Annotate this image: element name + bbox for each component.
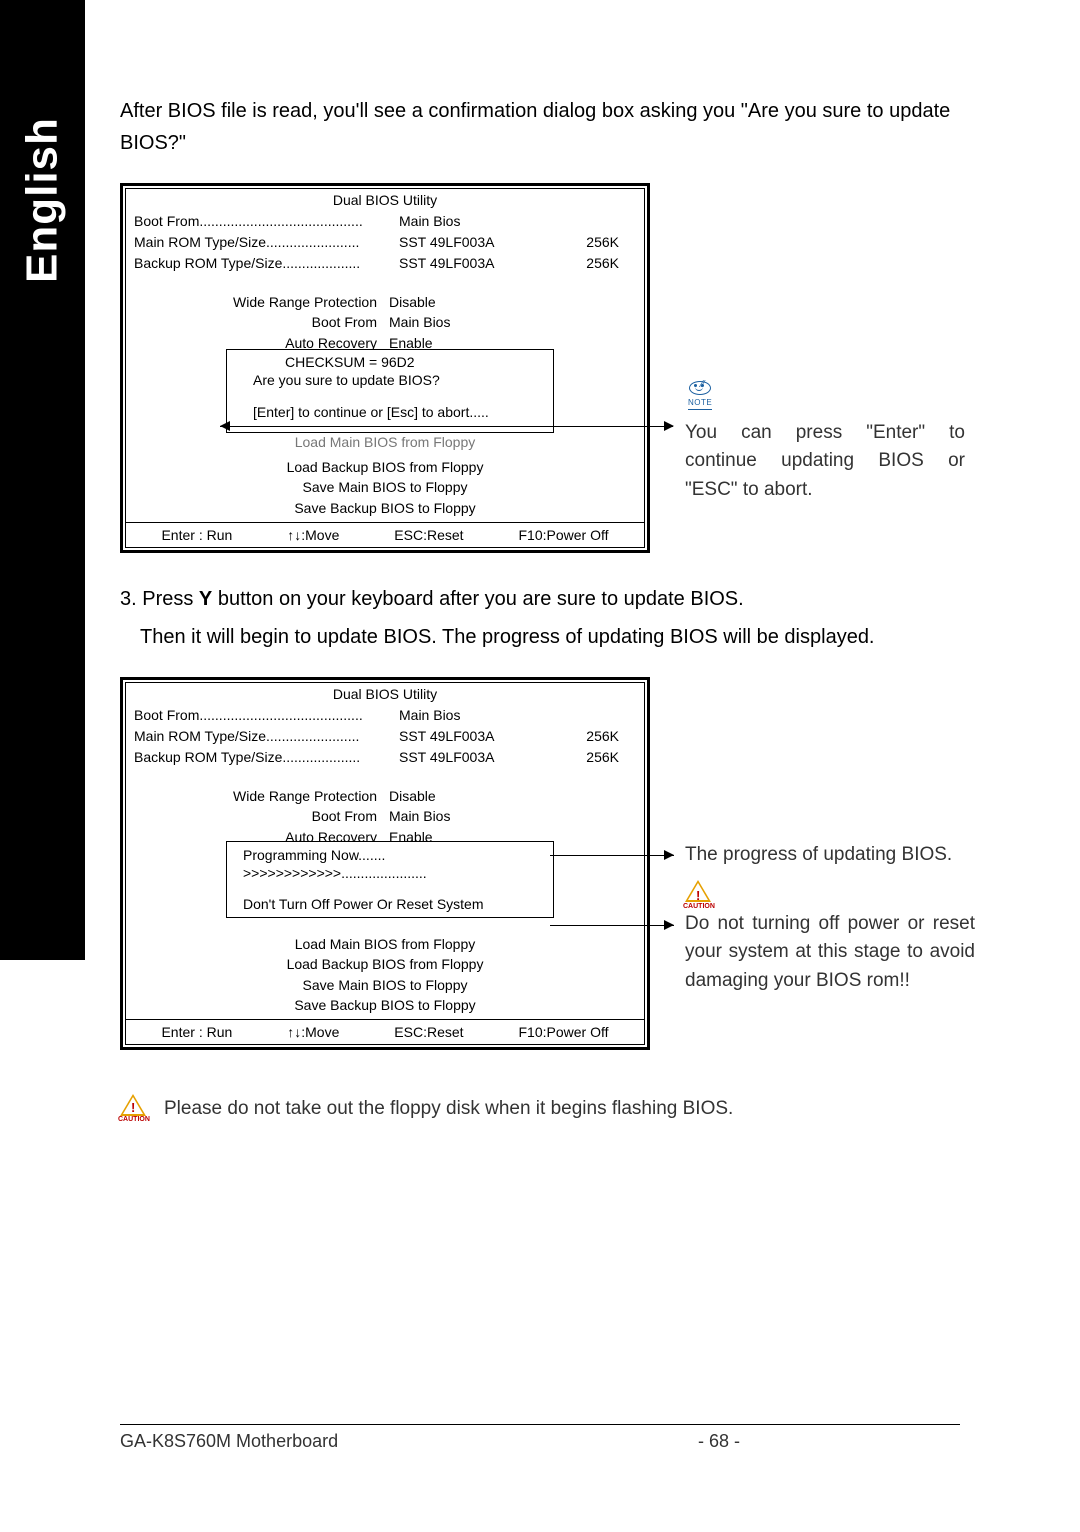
label: Wide Range Protection bbox=[134, 292, 389, 312]
value: Disable bbox=[389, 786, 436, 806]
note-label: NOTE bbox=[688, 397, 712, 410]
menu-items: Load Main BIOS from Floppy Load Backup B… bbox=[126, 433, 644, 522]
label: Boot From...............................… bbox=[134, 705, 399, 726]
value: Main Bios bbox=[389, 806, 450, 826]
bios-window-2: Dual BIOS Utility Boot From.............… bbox=[120, 677, 650, 1050]
footer-key: Enter : Run bbox=[161, 1024, 232, 1040]
text: button on your keyboard after you are su… bbox=[212, 588, 743, 610]
text: Then it will begin to update BIOS. The p… bbox=[120, 621, 960, 653]
menu-item: Save Backup BIOS to Floppy bbox=[126, 995, 644, 1015]
size: 256K bbox=[559, 726, 619, 747]
size bbox=[559, 211, 619, 232]
arrow-line bbox=[550, 925, 674, 926]
footer-key: F10:Power Off bbox=[518, 527, 608, 543]
menu-item: Load Backup BIOS from Floppy bbox=[126, 457, 644, 477]
label: Main ROM Type/Size......................… bbox=[134, 726, 399, 747]
question: Are you sure to update BIOS? bbox=[235, 370, 545, 398]
value: SST 49LF003A bbox=[399, 253, 559, 274]
language-tab: English bbox=[0, 90, 85, 310]
progress-bar: >>>>>>>>>>>>...................... bbox=[235, 864, 545, 882]
menu-item: Load Main BIOS from Floppy bbox=[126, 934, 644, 954]
value: SST 49LF003A bbox=[399, 726, 559, 747]
footer-key: ↑↓:Move bbox=[287, 527, 339, 543]
menu-item: Load Backup BIOS from Floppy bbox=[126, 954, 644, 974]
step3-text: 3. Press Y button on your keyboard after… bbox=[120, 583, 960, 653]
key-y: Y bbox=[199, 588, 212, 610]
arrow-head-icon bbox=[220, 421, 230, 431]
caution-text: Please do not take out the floppy disk w… bbox=[164, 1098, 733, 1120]
arrow-head-icon bbox=[664, 421, 674, 431]
label: Backup ROM Type/Size.................... bbox=[134, 747, 399, 768]
progress-label: The progress of updating BIOS. bbox=[685, 841, 975, 870]
footer-key: ESC:Reset bbox=[394, 1024, 463, 1040]
row-backup-rom: Backup ROM Type/Size....................… bbox=[126, 747, 644, 778]
arrow-head-icon bbox=[664, 920, 674, 930]
row-main-rom: Main ROM Type/Size......................… bbox=[126, 726, 644, 747]
row-main-rom: Main ROM Type/Size......................… bbox=[126, 232, 644, 253]
checksum: CHECKSUM = 96D2 bbox=[235, 354, 545, 370]
label: Backup ROM Type/Size.................... bbox=[134, 253, 399, 274]
value: Main Bios bbox=[399, 705, 559, 726]
footer-key: ESC:Reset bbox=[394, 527, 463, 543]
side-note-2: The progress of updating BIOS. ! CAUTION… bbox=[685, 841, 975, 995]
size: 256K bbox=[559, 747, 619, 768]
settings: Wide Range ProtectionDisable Boot FromMa… bbox=[126, 284, 644, 353]
arrow-line bbox=[220, 426, 673, 427]
page-number: - 68 - bbox=[698, 1431, 740, 1452]
menu-item-struck: Load Main BIOS from Floppy bbox=[295, 434, 476, 450]
bios-window-1: Dual BIOS Utility Boot From.............… bbox=[120, 183, 650, 553]
caution-label: CAUTION bbox=[118, 1116, 150, 1123]
row-boot-from: Boot From...............................… bbox=[126, 211, 644, 232]
value: Main Bios bbox=[389, 312, 450, 332]
value: Disable bbox=[389, 292, 436, 312]
bottom-caution: ! CAUTION Please do not take out the flo… bbox=[120, 1094, 960, 1124]
note-icon: ⁄⁄ NOTE bbox=[685, 381, 715, 405]
caution-text: Do not turning off power or reset your s… bbox=[685, 910, 975, 996]
intro-text: After BIOS file is read, you'll see a co… bbox=[120, 95, 960, 159]
programming: Programming Now....... bbox=[235, 846, 545, 864]
caution-icon: ! CAUTION bbox=[685, 880, 715, 910]
menu-items: Load Main BIOS from Floppy Load Backup B… bbox=[126, 918, 644, 1019]
note-text: You can press "Enter" to continue updati… bbox=[685, 419, 965, 505]
menu-item: Save Backup BIOS to Floppy bbox=[126, 498, 644, 518]
caution-label: CAUTION bbox=[683, 902, 715, 913]
label: Wide Range Protection bbox=[134, 786, 389, 806]
size bbox=[559, 705, 619, 726]
label: Main ROM Type/Size......................… bbox=[134, 232, 399, 253]
row-backup-rom: Backup ROM Type/Size....................… bbox=[126, 253, 644, 284]
arrow-head-icon bbox=[664, 850, 674, 860]
label: Boot From...............................… bbox=[134, 211, 399, 232]
page-footer: GA-K8S760M Motherboard - 68 - bbox=[120, 1424, 960, 1452]
caution-icon: ! CAUTION bbox=[120, 1094, 150, 1124]
size: 256K bbox=[559, 232, 619, 253]
bios-footer: Enter : Run ↑↓:Move ESC:Reset F10:Power … bbox=[126, 1019, 644, 1044]
content: After BIOS file is read, you'll see a co… bbox=[120, 95, 960, 1124]
bios-title: Dual BIOS Utility bbox=[126, 683, 644, 705]
confirm-dialog: CHECKSUM = 96D2 Are you sure to update B… bbox=[226, 349, 554, 433]
value: SST 49LF003A bbox=[399, 232, 559, 253]
bios-title: Dual BIOS Utility bbox=[126, 189, 644, 211]
product-name: GA-K8S760M Motherboard bbox=[120, 1431, 918, 1452]
row-boot-from: Boot From...............................… bbox=[126, 705, 644, 726]
bios-footer: Enter : Run ↑↓:Move ESC:Reset F10:Power … bbox=[126, 522, 644, 547]
text: 3. Press bbox=[120, 588, 199, 610]
footer-key: F10:Power Off bbox=[518, 1024, 608, 1040]
warning: Don't Turn Off Power Or Reset System bbox=[235, 882, 545, 913]
label: Boot From bbox=[134, 806, 389, 826]
settings: Wide Range ProtectionDisable Boot FromMa… bbox=[126, 778, 644, 847]
value: SST 49LF003A bbox=[399, 747, 559, 768]
label: Boot From bbox=[134, 312, 389, 332]
size: 256K bbox=[559, 253, 619, 274]
arrow-line bbox=[550, 855, 674, 856]
menu-item: Save Main BIOS to Floppy bbox=[126, 975, 644, 995]
menu-item: Save Main BIOS to Floppy bbox=[126, 477, 644, 497]
value: Main Bios bbox=[399, 211, 559, 232]
footer-key: Enter : Run bbox=[161, 527, 232, 543]
instruction: [Enter] to continue or [Esc] to abort...… bbox=[235, 398, 545, 420]
side-note-1: ⁄⁄ NOTE You can press "Enter" to continu… bbox=[685, 381, 965, 504]
progress-dialog: Programming Now....... >>>>>>>>>>>>.....… bbox=[226, 841, 554, 918]
footer-key: ↑↓:Move bbox=[287, 1024, 339, 1040]
